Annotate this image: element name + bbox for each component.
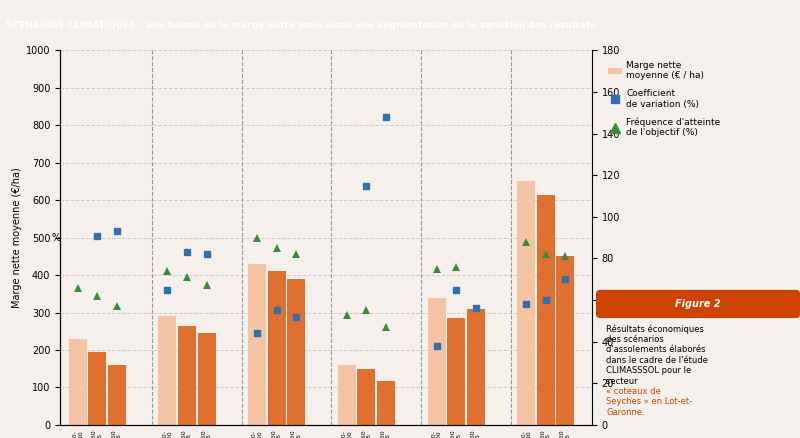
Bar [338,365,356,425]
Y-axis label: %: % [51,233,60,243]
Bar [69,339,86,425]
Bar [108,365,126,425]
Bar [158,316,177,425]
Legend: Marge nette
moyenne (€ / ha), Coefficient
de variation (%), Fréquence d'atteinte: Marge nette moyenne (€ / ha), Coefficien… [605,57,724,141]
Bar [88,352,106,425]
Bar [178,325,196,425]
Bar [518,181,535,425]
Text: Résultats économiques
des scénarios
d'assolements élaborés
dans le cadre de l'ét: Résultats économiques des scénarios d'as… [606,324,708,385]
Bar [447,318,465,425]
Bar [466,309,485,425]
Bar [248,264,266,425]
Bar [556,256,574,425]
Text: « coteaux de
Seyches » en Lot-et-
Garonne.: « coteaux de Seyches » en Lot-et- Garonn… [606,387,692,417]
Bar [537,194,555,425]
Text: SCENARIOS CLIMATIQUES : une baisse de la marge nette mais aussi une augmentation: SCENARIOS CLIMATIQUES : une baisse de la… [6,21,595,30]
Bar [358,369,375,425]
Bar [427,297,446,425]
Bar [198,333,215,425]
FancyBboxPatch shape [596,290,800,318]
Text: Figure 2: Figure 2 [675,299,721,309]
Y-axis label: Marge nette moyenne (€/ha): Marge nette moyenne (€/ha) [12,167,22,308]
Bar [287,279,306,425]
Bar [268,271,286,425]
Bar [377,381,395,425]
